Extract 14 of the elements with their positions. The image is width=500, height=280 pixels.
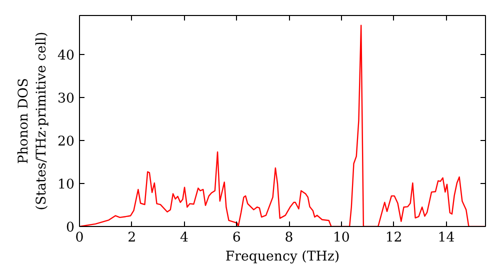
x-axis-title: Frequency (THz) (225, 250, 340, 264)
y-tick-label: 10 (58, 177, 75, 192)
x-tick-label: 12 (385, 230, 402, 246)
x-tick-label: 10 (332, 230, 350, 246)
y-tick-label: 20 (58, 134, 75, 150)
y-axis-title: Phonon DOS (States/THz·primitive cell) (16, 32, 50, 210)
x-tick-label: 2 (128, 230, 136, 246)
x-tick-label: 14 (438, 230, 455, 246)
y-tick-label: 30 (58, 91, 75, 106)
x-tick-label: 4 (180, 230, 189, 246)
y-tick-label: 0 (66, 220, 75, 236)
x-tick-label: 6 (232, 230, 241, 246)
y-tick-label: 40 (58, 48, 75, 64)
x-tick-label: 8 (284, 230, 294, 246)
